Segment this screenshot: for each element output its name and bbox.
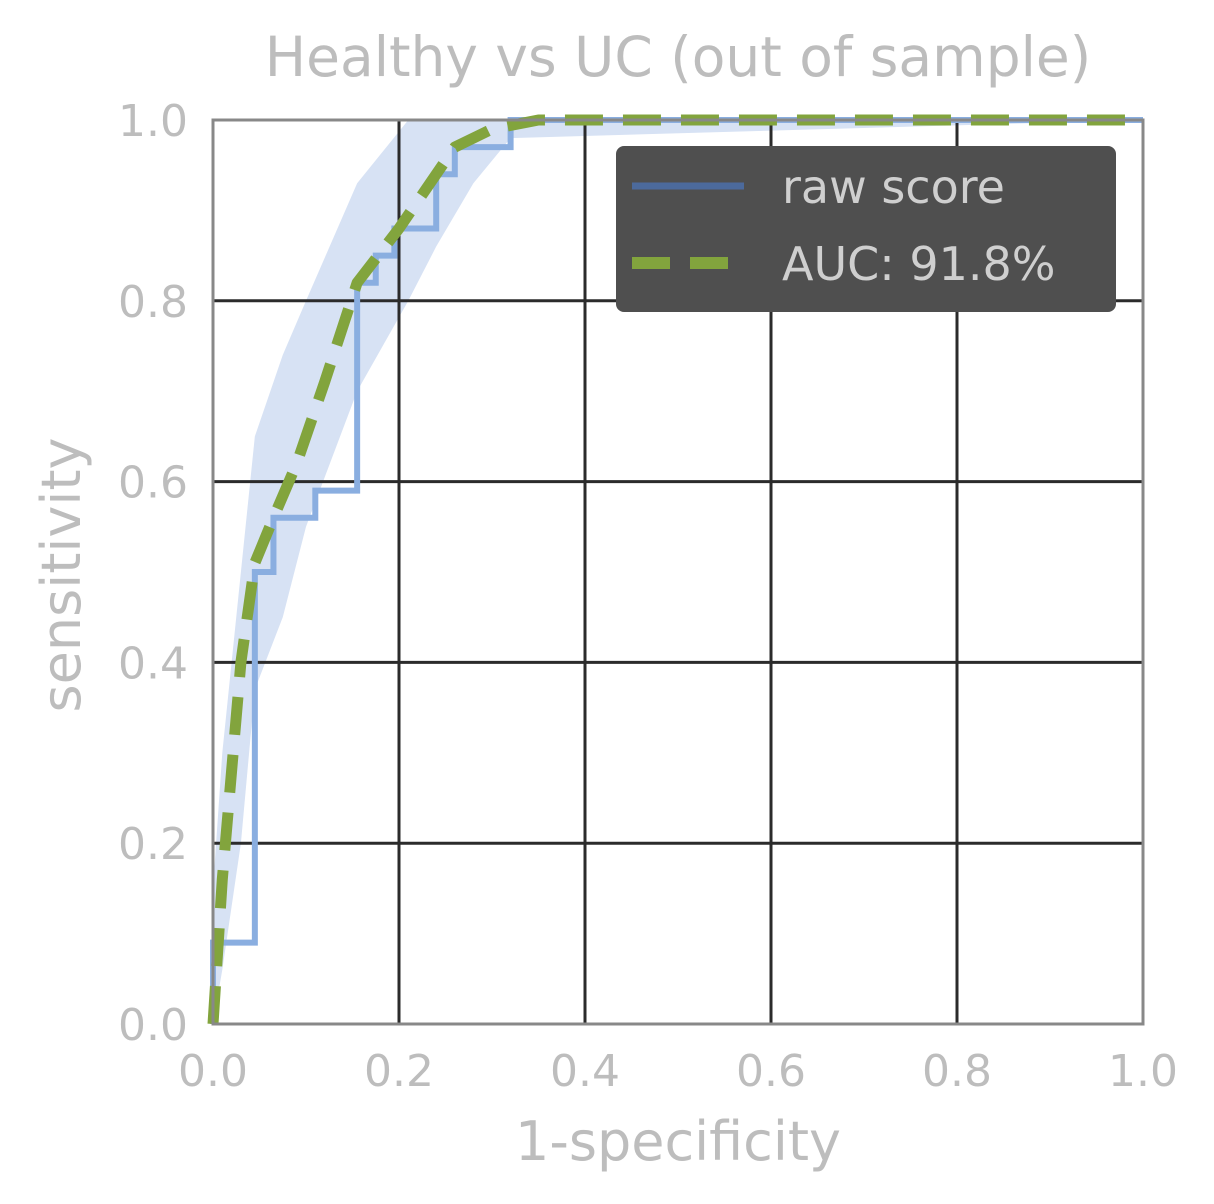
tick-layer: 0.0 0.2 0.4 0.6 0.8 1.0 0.0 0.2 0.4 0.6 0.8 1.0 xyxy=(118,96,1178,1097)
chart-title: Healthy vs UC (out of sample) xyxy=(265,25,1091,89)
x-tick-label: 0.0 xyxy=(178,1046,248,1097)
y-tick-label: 0.4 xyxy=(118,638,188,689)
series-layer xyxy=(207,114,1143,1025)
legend-label-auc: AUC: 91.8% xyxy=(782,237,1056,291)
y-tick-label: 0.8 xyxy=(118,277,188,328)
series-line-raw-score xyxy=(210,117,1143,1024)
series-line-auc xyxy=(207,114,1143,1025)
plot-frame xyxy=(211,118,1145,1026)
x-tick-label: 1.0 xyxy=(1108,1046,1178,1097)
y-tick-label: 1.0 xyxy=(118,96,188,147)
y-axis-title: sensitivity xyxy=(30,438,93,713)
x-tick-label: 0.4 xyxy=(550,1046,620,1097)
legend-label-raw-score: raw score xyxy=(782,160,1005,214)
legend: raw score AUC: 91.8% xyxy=(616,146,1116,312)
y-tick-label: 0.0 xyxy=(118,1000,188,1051)
y-tick-label: 0.6 xyxy=(118,458,188,509)
x-axis-title: 1-specificity xyxy=(515,1110,841,1173)
x-tick-label: 0.8 xyxy=(922,1046,992,1097)
y-tick-label: 0.2 xyxy=(118,819,188,870)
x-tick-label: 0.2 xyxy=(364,1046,434,1097)
x-tick-label: 0.6 xyxy=(736,1046,806,1097)
